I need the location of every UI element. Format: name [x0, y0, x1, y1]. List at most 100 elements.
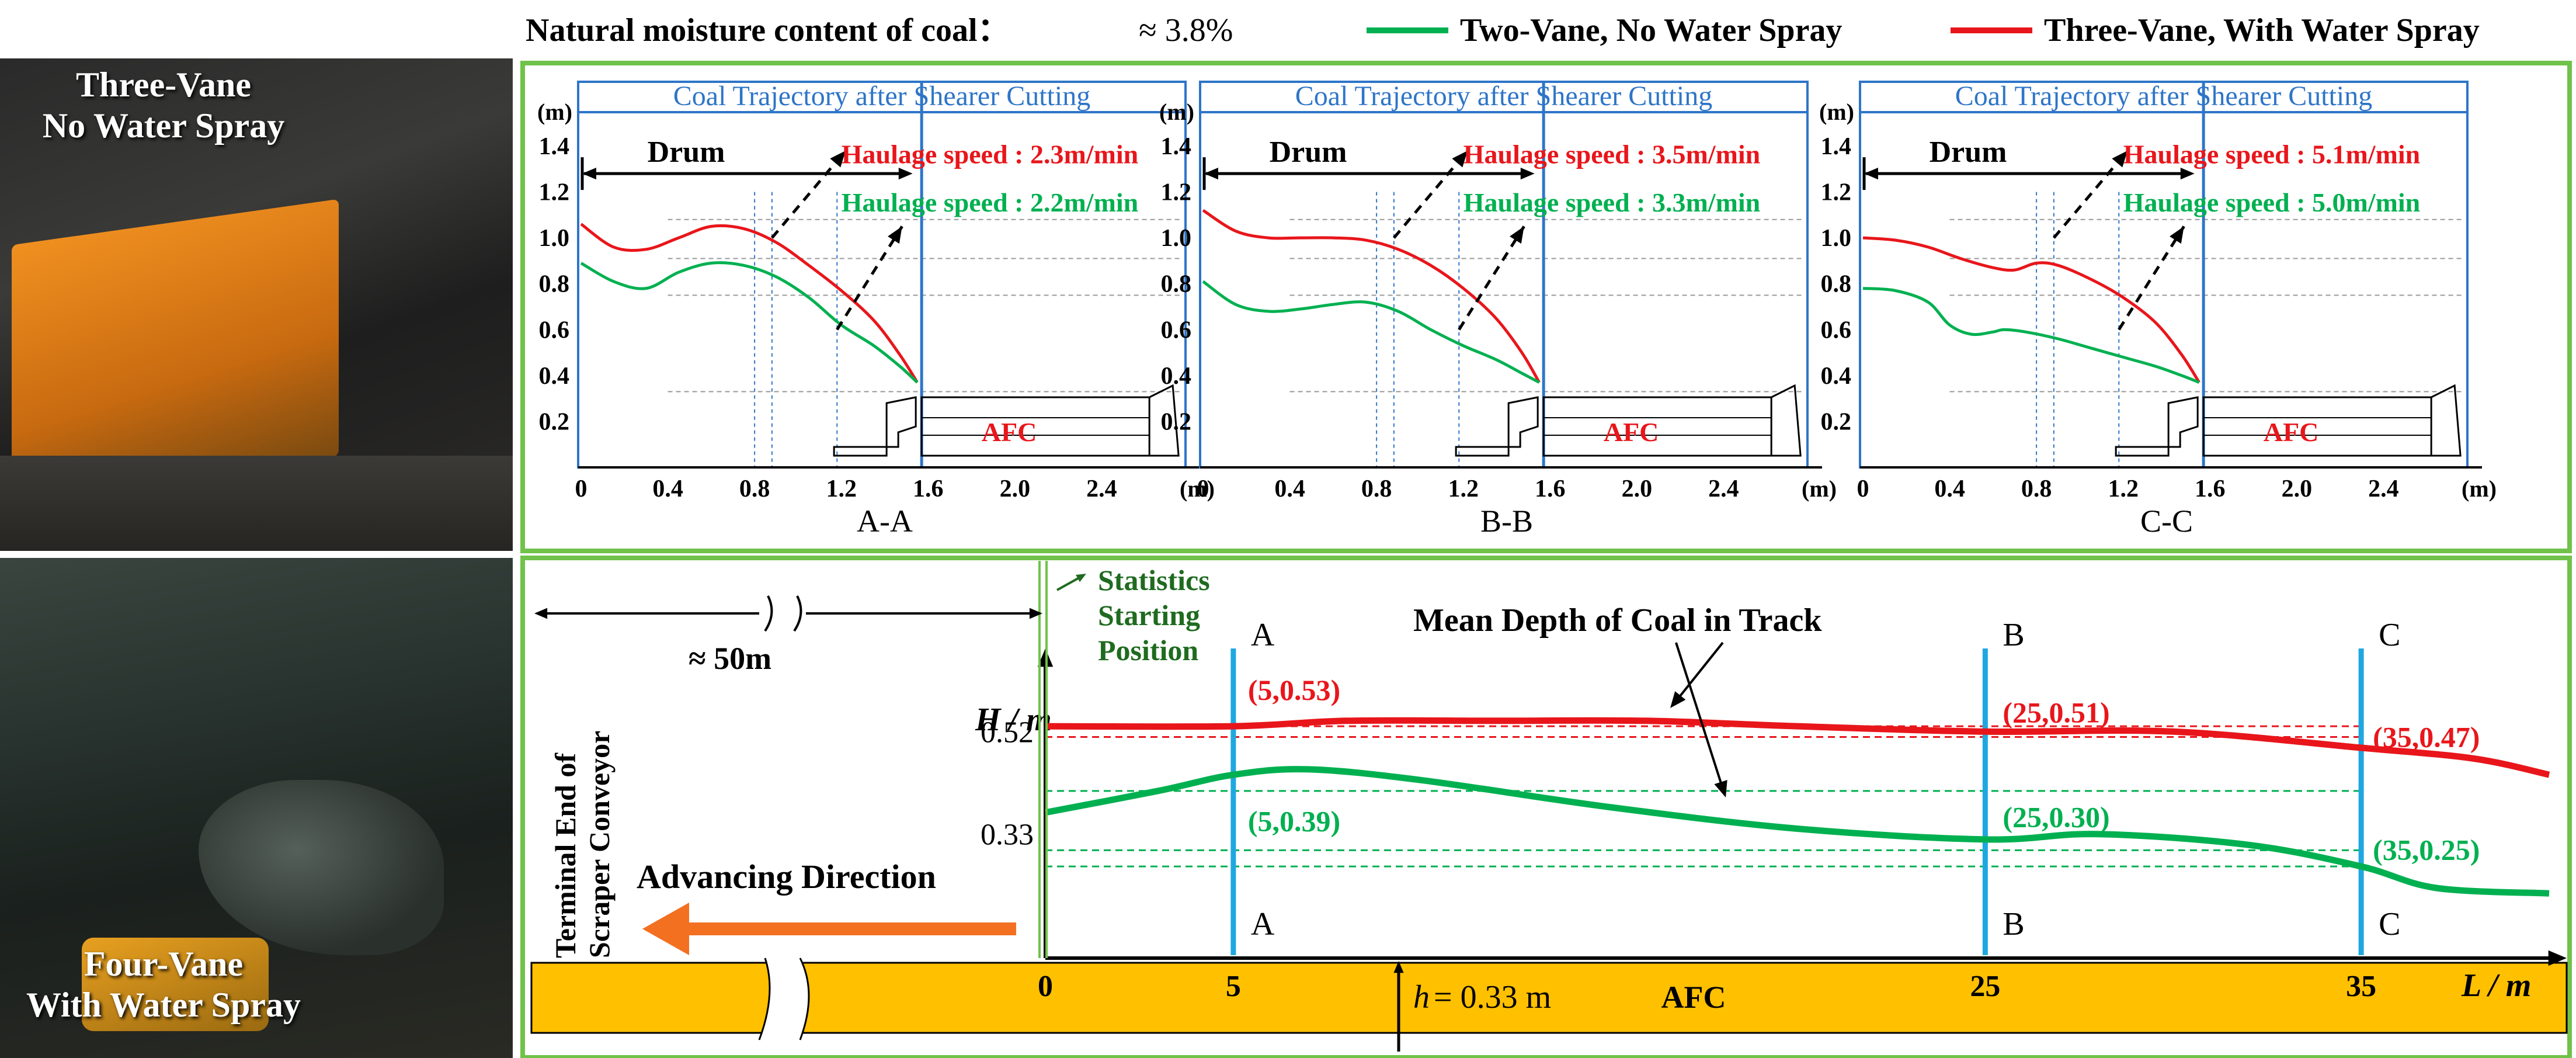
moisture-label: Natural moisture content of coal：: [526, 12, 1010, 48]
distance-break-marks: [764, 595, 802, 632]
haulage-arrow-green-head: [888, 226, 902, 244]
drum-arrow-head-left: [582, 168, 596, 180]
y-tick-label: 0.33: [981, 818, 1034, 852]
distance-arrow-head-right: [1029, 608, 1042, 619]
afc-strip: [530, 962, 2568, 1034]
haulage-speed-green-label: Haulage speed : 2.2m/min: [842, 188, 1139, 217]
haulage-speed-green-label: Haulage speed : 5.0m/min: [2123, 188, 2421, 217]
title-arrow-red: [1675, 641, 1724, 702]
x-tick-label: 1.2: [826, 476, 857, 502]
y-tick-label: 1.2: [1821, 179, 1852, 206]
advancing-label: Advancing Direction: [637, 858, 936, 896]
photo-top-label-line1: Three-Vane: [76, 65, 251, 104]
section-label: B-B: [1480, 504, 1533, 539]
legend-green-label: Two-Vane, No Water Spray: [1460, 12, 1842, 48]
title-arrow-green: [1675, 642, 1724, 789]
advancing-arrow-head: [642, 903, 689, 955]
chart-title: Coal Trajectory after Shearer Cutting: [673, 81, 1091, 112]
x-axis-arrow: [2548, 950, 2567, 966]
afc-left-profile: [833, 396, 917, 457]
x-tick-label: 0.8: [739, 476, 770, 502]
y-tick-label: 0.2: [1821, 408, 1852, 435]
y-tick-label: 1.0: [1161, 225, 1192, 252]
x-tick-label: 2.0: [1000, 476, 1031, 502]
y-unit-label: (m): [537, 99, 572, 125]
depth-series-red: [1045, 717, 2550, 778]
afc-pan-outline: [2202, 396, 2432, 457]
photo-bottom-label: Four-Vane With Water Spray: [0, 943, 327, 1025]
point-label-red: (5,0.53): [1248, 674, 1340, 706]
afc-left-profile: [1455, 396, 1539, 457]
haulage-arrow-red: [770, 150, 847, 239]
point-label-red: (25,0.51): [2003, 696, 2109, 729]
x-tick-label: 25: [1970, 970, 2000, 1003]
x-tick-label: 0.4: [652, 476, 683, 502]
statistics-label-line: Starting: [1098, 599, 1200, 632]
chart-title: Coal Trajectory after Shearer Cutting: [1955, 81, 2373, 112]
afc-strip-label: AFC: [1661, 980, 1726, 1015]
haulage-speed-red-label: Haulage speed : 5.1m/min: [2123, 140, 2421, 169]
afc-right-profile: [1771, 384, 1802, 457]
coal-pile-shape: [0, 456, 513, 551]
haulage-speed-red-label: Haulage speed : 2.3m/min: [842, 140, 1139, 169]
haulage-arrow-green: [1458, 226, 1525, 331]
series-line-green: [1202, 280, 1540, 384]
x-tick-label: 0: [1038, 970, 1053, 1003]
section-top-label: C: [2379, 617, 2400, 653]
h-symbol: h: [1413, 979, 1430, 1015]
section-label: A-A: [857, 504, 913, 539]
drum-arrow-head-right: [898, 168, 913, 180]
photo-top-label-line2: No Water Spray: [42, 106, 285, 145]
x-tick-label: 2.0: [1622, 476, 1653, 502]
haulage-arrow-green: [836, 226, 903, 331]
y-tick-label: 1.4: [1161, 133, 1192, 160]
x-tick-label: 1.2: [1448, 476, 1479, 502]
trajectory-chart-c: Coal Trajectory after Shearer Cutting (m)…: [1819, 81, 2497, 539]
statistics-label-line: Position: [1098, 634, 1198, 667]
chart-title: Coal Trajectory after Shearer Cutting: [1295, 81, 1713, 112]
legend-red-label: Three-Vane, With Water Spray: [2044, 12, 2480, 48]
x-tick-label: 0: [575, 476, 587, 502]
trajectory-chart-a: Coal Trajectory after Shearer Cutting (m)…: [537, 81, 1215, 539]
y-tick-label: 0.6: [1821, 317, 1852, 344]
section-top-label: B: [2003, 617, 2024, 653]
drum-label: Drum: [1930, 136, 2007, 169]
drum-label: Drum: [648, 136, 725, 169]
x-tick-label: 5: [1226, 970, 1241, 1003]
afc-break-gap: [759, 958, 809, 1040]
afc-label: AFC: [1604, 417, 1659, 447]
terminal-label-line1: Terminal End of: [549, 752, 582, 958]
statistics-arrow-head: [1076, 574, 1086, 582]
afc-label: AFC: [2264, 417, 2319, 447]
y-unit-label: (m): [1159, 99, 1194, 125]
series-line-red: [1862, 236, 2200, 383]
photo-three-vane: Three-Vane No Water Spray: [0, 58, 513, 551]
haulage-arrow-red-head: [1452, 150, 1468, 168]
x-tick-label: 1.6: [2195, 476, 2226, 502]
y-tick-label: 0.4: [539, 363, 570, 390]
y-tick-label: 0.52: [981, 716, 1034, 749]
distance-arrow-head-left: [534, 608, 548, 619]
y-tick-label: 1.2: [1161, 179, 1192, 206]
haulage-arrow-red: [2052, 150, 2129, 239]
section-label: C-C: [2140, 504, 2193, 539]
title-arrow-green-head: [1714, 780, 1727, 797]
trajectory-charts: Coal Trajectory after Shearer Cutting (m)…: [537, 81, 2497, 539]
y-tick-label: 1.4: [1821, 133, 1852, 160]
x-axis-label: L / m: [2461, 967, 2531, 1004]
orange-vane-shape: [82, 938, 269, 1031]
photo-top-label: Three-Vane No Water Spray: [0, 64, 327, 146]
y-tick-label: 0.4: [1161, 363, 1192, 390]
photo-four-vane: Four-Vane With Water Spray: [0, 558, 513, 1058]
moisture-value: ≈ 3.8%: [1139, 12, 1233, 48]
x-tick-label: 0.4: [1274, 476, 1305, 502]
y-unit-label: (m): [1819, 99, 1854, 125]
x-tick-label: 35: [2346, 970, 2376, 1003]
x-unit-label: (m): [1802, 476, 1837, 502]
x-tick-label: 0: [1857, 476, 1869, 502]
drum-label: Drum: [1270, 136, 1347, 169]
section-bottom-label: A: [1251, 906, 1275, 942]
point-label-red: (35,0.47): [2373, 720, 2480, 753]
afc-left-profile: [2115, 396, 2199, 457]
y-tick-label: 0.8: [1161, 271, 1192, 298]
